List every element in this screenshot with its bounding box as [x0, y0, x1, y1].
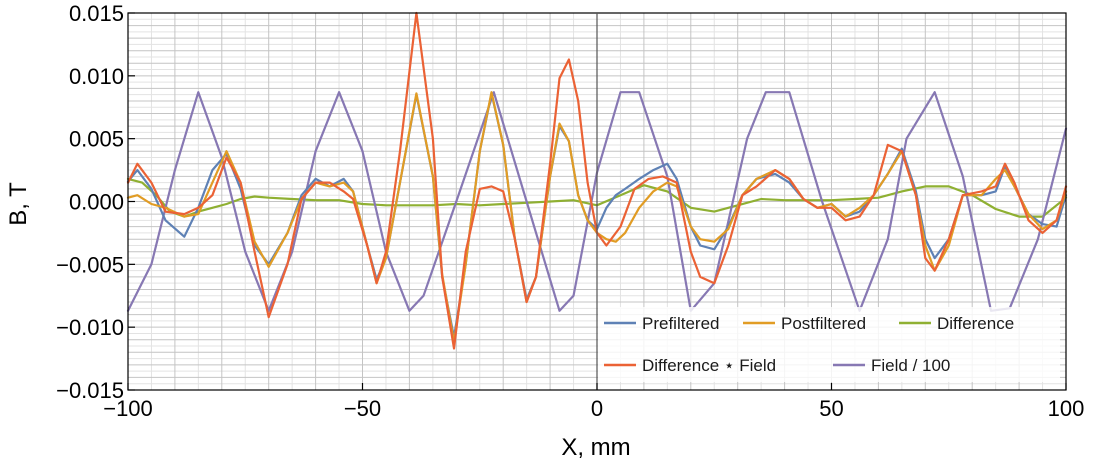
legend-label-prefiltered: Prefiltered: [642, 314, 719, 333]
x-tick-label: 50: [819, 396, 843, 421]
series-line-difference-field: [126, 11, 1068, 350]
legend-background: [598, 307, 1060, 382]
y-tick-label: 0.015: [69, 1, 124, 26]
legend-label-difference-field: Difference ⋆ Field: [642, 356, 776, 375]
y-axis-title: B, T: [5, 182, 32, 226]
y-tick-label: −0.005: [56, 252, 124, 277]
y-tick-label: 0.005: [69, 127, 124, 152]
y-tick-label: −0.010: [56, 315, 124, 340]
x-tick-label: 0: [591, 396, 603, 421]
series-lines: [126, 11, 1068, 350]
x-tick-label: 100: [1048, 396, 1085, 421]
legend-label-field: Field / 100: [871, 356, 950, 375]
legend-label-difference: Difference: [937, 314, 1014, 333]
legend-label-postfiltered: Postfiltered: [781, 314, 866, 333]
tick-labels: −100 −50 0 50 100 −0.015 −0.010 −0.005 0.000 0.00…: [56, 1, 1084, 421]
y-tick-label: 0.000: [69, 190, 124, 215]
x-tick-label: −100: [103, 396, 153, 421]
y-tick-label: −0.015: [56, 378, 124, 403]
x-tick-label: −50: [344, 396, 381, 421]
legend: Prefiltered Postfiltered Difference Differe…: [598, 307, 1060, 382]
x-axis-title: X, mm: [561, 434, 630, 461]
y-tick-label: 0.010: [69, 64, 124, 89]
series-line-difference: [126, 177, 1068, 218]
